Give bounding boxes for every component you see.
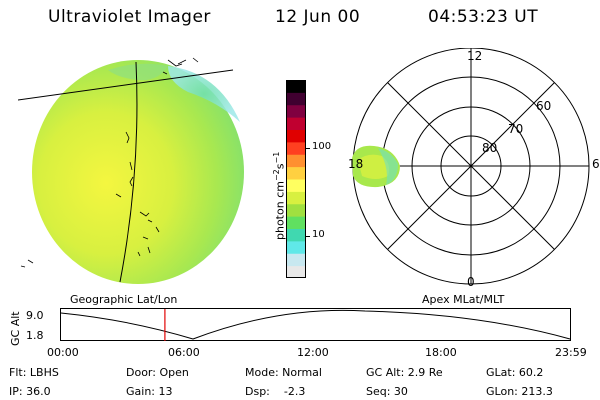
timeline-y-top: 9.0	[26, 309, 44, 322]
colorbar-segment	[286, 92, 306, 106]
timeline-xtick-0600: 06:00	[168, 346, 200, 359]
instrument-title: Ultraviolet Imager	[48, 7, 211, 27]
auroral-edge	[168, 66, 240, 122]
colorbar-segment	[286, 166, 306, 180]
uv-earth-image	[18, 57, 244, 284]
timeline-y-bottom: 1.8	[26, 329, 44, 342]
colorbar-segment	[286, 154, 306, 168]
polar-mlt-plot: 12 6 0 18 60 70 80	[348, 48, 600, 288]
colorbar-segment	[286, 228, 306, 242]
status-filter: Flt: LBHS	[9, 366, 59, 379]
mlt-label-0: 0	[467, 275, 475, 288]
colorbar-segment	[286, 141, 306, 155]
color-scale-bar	[286, 80, 306, 279]
colorbar-unit-label: photon cm−2s−1	[272, 151, 287, 240]
colorbar-tick-mark	[306, 236, 310, 237]
status-gain: Gain: 13	[126, 385, 173, 398]
colorbar-segment	[286, 117, 306, 130]
colorbar-frame	[286, 80, 306, 278]
timeline-right-title: Apex MLat/MLT	[422, 293, 505, 306]
colorbar-segment	[286, 216, 306, 229]
colorbar-segment	[286, 203, 306, 217]
coastline-fragments	[20, 57, 199, 268]
longitude-line	[119, 61, 138, 283]
status-mode: Mode: Normal	[245, 366, 322, 379]
timeline-xtick-2359: 23:59	[555, 346, 587, 359]
status-seq: Seq: 30	[366, 385, 408, 398]
colorbar-tick-mark	[306, 148, 310, 149]
time-label: 04:53:23 UT	[428, 7, 539, 27]
lat-label-80: 80	[482, 141, 497, 155]
lat-label-60: 60	[536, 99, 551, 113]
colorbar-tick-100: 100	[312, 141, 332, 152]
latitude-line	[18, 69, 234, 101]
status-door: Door: Open	[126, 366, 189, 379]
mlt-label-18: 18	[348, 157, 363, 171]
timeline-xtick-1200: 12:00	[297, 346, 329, 359]
timeline-left-title: Geographic Lat/Lon	[70, 293, 178, 306]
timeline-xtick-1800: 18:00	[425, 346, 457, 359]
altitude-timeline-plot	[60, 308, 571, 341]
timeline-frame	[60, 308, 571, 341]
polar-diagonal-2	[387, 82, 555, 250]
colorbar-segment	[286, 253, 306, 267]
colorbar-segment	[286, 80, 306, 93]
colorbar-segment	[286, 129, 306, 143]
mlt-label-12: 12	[467, 49, 482, 63]
colorbar-segment	[286, 240, 306, 254]
timeline-xtick-0000: 00:00	[47, 346, 79, 359]
colorbar-segment	[286, 191, 306, 205]
status-dsp: Dsp: -2.3	[245, 385, 306, 398]
colorbar-segment	[286, 104, 306, 118]
date-label: 12 Jun 00	[275, 7, 361, 27]
earth-disk	[32, 60, 244, 284]
colorbar-segment	[286, 179, 306, 192]
status-ip: IP: 36.0	[9, 385, 51, 398]
status-gc-alt: GC Alt: 2.9 Re	[366, 366, 443, 379]
status-glat: GLat: 60.2	[486, 366, 544, 379]
status-glon: GLon: 213.3	[486, 385, 553, 398]
mlt-label-6: 6	[592, 157, 600, 171]
timeline-axis-label: GC Alt	[9, 311, 22, 346]
lat-label-70: 70	[508, 122, 523, 136]
altitude-curve	[60, 309, 571, 340]
colorbar-segment	[286, 265, 306, 279]
colorbar-tick-10: 10	[312, 229, 325, 240]
